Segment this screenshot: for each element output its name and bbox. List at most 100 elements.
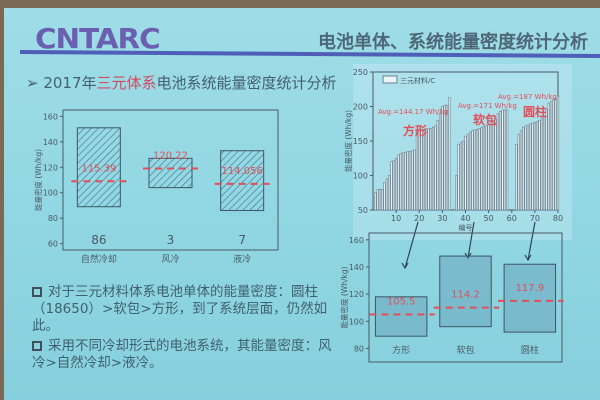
y-tick-label: 160 — [43, 112, 58, 121]
data-bar — [385, 178, 388, 211]
data-bar — [462, 140, 465, 211]
group-average-label: Avg.=171 Wh/kg — [458, 102, 517, 110]
category-label: 风冷 — [161, 253, 179, 265]
group-average-label: Avg.=187 Wh/kg — [498, 93, 557, 101]
bullet-item: 对于三元材料体系电池单体的能量密度：圆柱（18650）>软包>方形，到了系统层面… — [32, 284, 332, 335]
data-bar — [422, 128, 425, 211]
x-tick-label: 60 — [507, 214, 517, 223]
data-bar — [494, 118, 497, 211]
range-box — [374, 296, 428, 337]
mean-value-label: 120.22 — [153, 151, 188, 162]
data-bar — [408, 151, 412, 211]
data-bar — [556, 95, 560, 211]
x-tick-label: 30 — [437, 214, 447, 223]
data-bar — [448, 97, 451, 211]
data-bar — [547, 102, 550, 211]
y-tick-label: 120 — [43, 163, 58, 172]
data-bar — [536, 121, 539, 211]
data-bar — [549, 101, 553, 211]
data-bar — [554, 97, 557, 211]
range-box — [503, 263, 557, 333]
range-box — [220, 150, 265, 212]
category-label: 方形 — [392, 344, 410, 356]
data-bar — [529, 123, 532, 211]
data-bar — [425, 128, 428, 211]
group-name-label: 方形 — [403, 123, 427, 138]
arrowhead-icon — [464, 252, 472, 260]
data-bar — [436, 120, 439, 211]
legend-swatch — [382, 75, 398, 84]
data-bar — [501, 109, 504, 211]
data-bar — [459, 142, 462, 211]
data-bar — [381, 189, 384, 211]
y-tick-label: 250 — [353, 68, 368, 77]
category-label: 自然冷却 — [81, 253, 117, 265]
data-bar — [475, 128, 479, 211]
data-bar — [413, 149, 416, 211]
data-bar — [533, 122, 536, 211]
group-name-label: 圆柱 — [523, 104, 547, 119]
data-bar — [390, 161, 393, 211]
section-subtitle: ➢ 2017年三元体系电池系统能量密度统计分析 — [26, 72, 337, 93]
data-bar — [445, 104, 449, 211]
data-bar — [401, 152, 405, 211]
bullet-text: 对于三元材料体系电池单体的能量密度：圆柱（18650）>软包>方形，到了系统层面… — [32, 284, 328, 334]
data-bar — [503, 109, 506, 211]
data-bar — [478, 128, 481, 211]
data-bar — [438, 113, 442, 211]
data-bar — [485, 125, 488, 211]
data-bar — [443, 104, 446, 211]
y-tick-label: 200 — [353, 103, 368, 112]
range-box — [439, 255, 492, 328]
subtitle-suffix: 电池系统能量密度统计分析 — [156, 74, 337, 92]
y-tick-label: 150 — [353, 137, 368, 146]
x-tick-label: 50 — [484, 214, 494, 223]
data-bar — [519, 130, 523, 211]
data-bar — [429, 128, 432, 211]
bullet-item: 采用不同冷却形式的电池系统，其能量密度：风冷>自然冷却>液冷。 — [32, 338, 332, 372]
x-tick-label: 80 — [553, 214, 563, 223]
mean-value-label: 114.056 — [221, 166, 262, 177]
y-tick-label: 80 — [354, 344, 364, 353]
data-bar — [469, 131, 472, 211]
category-label: 圆柱 — [521, 344, 539, 356]
data-bar — [538, 120, 541, 211]
data-bar — [466, 133, 469, 211]
y-tick-label: 100 — [349, 317, 364, 326]
data-bar — [531, 122, 534, 211]
y-tick-label: 60 — [48, 240, 58, 249]
data-bar — [499, 111, 502, 211]
data-bar — [526, 124, 530, 211]
mean-value-label: 114.2 — [451, 290, 480, 301]
x-axis-label: 编号 — [459, 223, 473, 232]
group-name-label: 软包 — [473, 112, 497, 127]
data-bar — [455, 175, 458, 211]
sample-count: 7 — [238, 233, 246, 247]
catarc-logo: CNTARC — [35, 22, 161, 55]
data-bar — [432, 126, 435, 211]
data-bar — [420, 129, 423, 211]
y-tick-label: 160 — [349, 236, 364, 245]
data-bar — [482, 126, 486, 211]
arrow-bullet-icon: ➢ — [26, 74, 44, 92]
square-bullet-icon — [32, 287, 42, 297]
y-axis-label: 能量密度 (Wh/kg) — [33, 149, 43, 211]
sample-count: 86 — [91, 233, 106, 247]
data-bar — [471, 130, 474, 211]
y-axis-label: 能量密度 (Wh/kg) — [343, 110, 353, 172]
data-bar — [415, 130, 419, 211]
y-tick-label: 140 — [349, 263, 364, 272]
pointer-arrow — [404, 221, 419, 269]
subtitle-highlight: 三元体系 — [96, 74, 157, 92]
range-box — [148, 157, 193, 189]
data-bar — [397, 154, 400, 211]
data-bar — [517, 133, 520, 211]
data-bar — [496, 113, 499, 211]
data-bar — [524, 125, 527, 211]
data-bar — [515, 144, 518, 211]
y-tick-label: 140 — [43, 138, 58, 147]
data-bar — [489, 121, 493, 211]
data-bar — [378, 189, 382, 211]
data-bar — [383, 182, 386, 211]
